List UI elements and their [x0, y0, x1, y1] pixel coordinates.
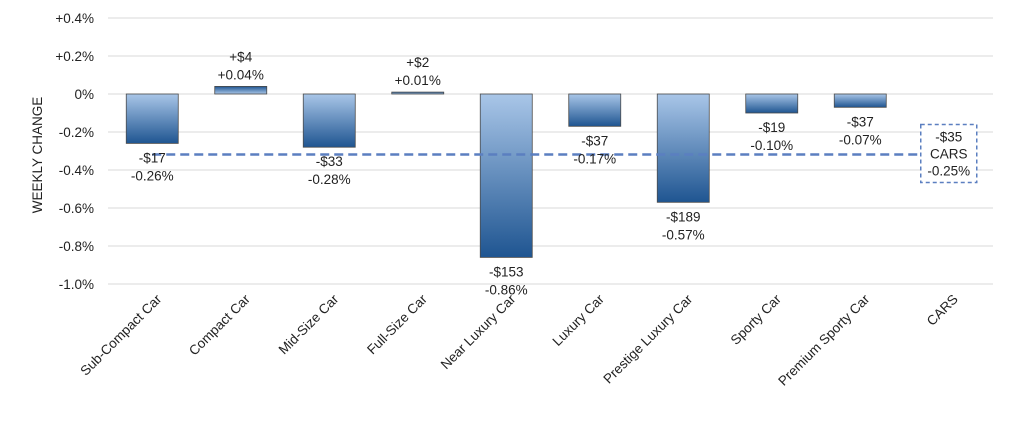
bar-pct-label: -0.17% [573, 151, 616, 166]
category-label: Mid-Size Car [276, 291, 342, 357]
bar-dollar-label: +$4 [229, 49, 252, 64]
bar-pct-label: +0.04% [218, 67, 264, 82]
bar-dollar-label: -$19 [758, 120, 785, 135]
y-axis-title: WEEKLY CHANGE [30, 97, 45, 214]
y-tick-label: +0.4% [55, 11, 94, 26]
average-name-label: CARS [930, 147, 968, 162]
category-label: Sub-Compact Car [77, 291, 164, 378]
bar [302, 93, 356, 148]
bar [479, 93, 533, 258]
y-axis-ticks: +0.4% +0.2% 0% -0.2% -0.4% -0.6% -0.8% -1.0% [55, 11, 94, 292]
average-pct-label: -0.25% [927, 164, 970, 179]
bar [391, 91, 445, 95]
bar-dollar-label: -$189 [666, 209, 701, 224]
bar-pct-label: -0.07% [839, 132, 882, 147]
bar-pct-label: -0.57% [662, 227, 705, 242]
bar [568, 93, 622, 127]
bar-dollar-label: +$2 [406, 55, 429, 70]
y-tick-label: -1.0% [59, 277, 94, 292]
y-tick-label: -0.2% [59, 125, 94, 140]
y-tick-label: 0% [74, 87, 94, 102]
data-labels: -$17 -0.26% +$4 +0.04% -$33 -0.28% +$2 +0.01% -$… [131, 49, 882, 297]
bar [745, 93, 799, 114]
category-label: Luxury Car [550, 291, 608, 349]
y-tick-label: +0.2% [55, 49, 94, 64]
bar-pct-label: -0.10% [750, 138, 793, 153]
bar-pct-label: -0.28% [308, 172, 351, 187]
category-label: Near Luxury Car [438, 291, 519, 372]
bar-dollar-label: -$37 [847, 114, 874, 129]
bar-dollar-label: -$17 [139, 150, 166, 165]
average-label-box [920, 123, 978, 184]
bar [125, 93, 179, 144]
category-label: Full-Size Car [364, 291, 430, 357]
bar-pct-label: -0.86% [485, 282, 528, 297]
bar [656, 93, 710, 203]
y-tick-label: -0.4% [59, 163, 94, 178]
bar-dollar-label: -$37 [581, 133, 608, 148]
bar-dollar-label: -$33 [316, 154, 343, 169]
category-label: Sporty Car [728, 291, 785, 348]
bars [125, 86, 887, 258]
category-label: Premium Sporty Car [775, 291, 872, 388]
bar [833, 93, 887, 108]
x-axis-categories: Sub-Compact Car Compact Car Mid-Size Car Fu… [77, 291, 961, 388]
category-label: Compact Car [186, 291, 253, 358]
category-label: CARS [924, 292, 961, 329]
average-line-group: -$35 CARS -0.25% [152, 123, 978, 184]
bar-pct-label: -0.26% [131, 168, 174, 183]
average-dollar-label: -$35 [935, 130, 962, 145]
category-label: Prestige Luxury Car [600, 291, 695, 386]
y-tick-label: -0.6% [59, 201, 94, 216]
bar-pct-label: +0.01% [395, 73, 441, 88]
bar [214, 86, 268, 95]
bar-dollar-label: -$153 [489, 264, 524, 279]
y-tick-label: -0.8% [59, 239, 94, 254]
